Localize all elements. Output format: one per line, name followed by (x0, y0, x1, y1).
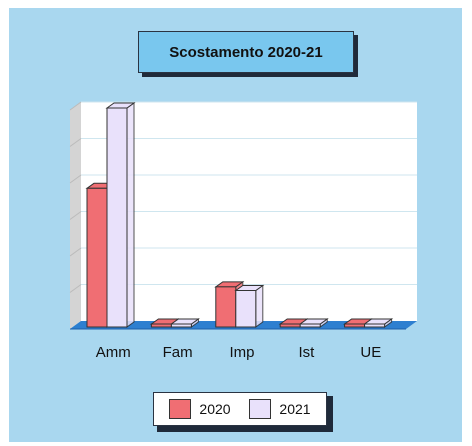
bar-2021-Amm (106, 107, 128, 328)
legend-swatch-2020 (169, 399, 192, 419)
legend-item-2020: 2020 (169, 399, 231, 419)
gridline-side (69, 174, 82, 184)
x-tick-label: Ist (298, 344, 315, 361)
gridline-side (69, 211, 82, 220)
gridline-side (69, 284, 82, 293)
x-tick-label: Amm (96, 344, 131, 361)
bar-2020-Imp (215, 286, 237, 328)
bar-side (126, 102, 135, 328)
x-tick-label: UE (360, 344, 381, 361)
legend-swatch-2021 (249, 399, 272, 419)
bar-2020-Amm (86, 187, 108, 328)
legend-label-2020: 2020 (199, 401, 231, 417)
bar-2020-Fam (150, 323, 172, 328)
bar-side (255, 284, 264, 328)
gridline-side (69, 247, 82, 257)
bar-2020-Ist (279, 323, 301, 328)
x-tick-label: Fam (163, 344, 193, 361)
gridline-side (69, 138, 82, 147)
bar-2021-Ist (299, 323, 321, 328)
legend-box: 2020 2021 (153, 392, 333, 432)
bar-2021-UE (364, 323, 386, 328)
legend-item-2021: 2021 (249, 399, 311, 419)
bar-2020-UE (344, 323, 366, 328)
legend-label-2021: 2021 (279, 401, 311, 417)
chart-title: Scostamento 2020-21 (138, 31, 354, 73)
bar-2021-Imp (235, 290, 257, 328)
gridline-side (69, 101, 82, 111)
x-tick-label: Imp (229, 344, 254, 361)
legend: 2020 2021 (153, 392, 327, 426)
bar-2021-Fam (170, 323, 192, 328)
chart-title-box: Scostamento 2020-21 (138, 31, 358, 77)
